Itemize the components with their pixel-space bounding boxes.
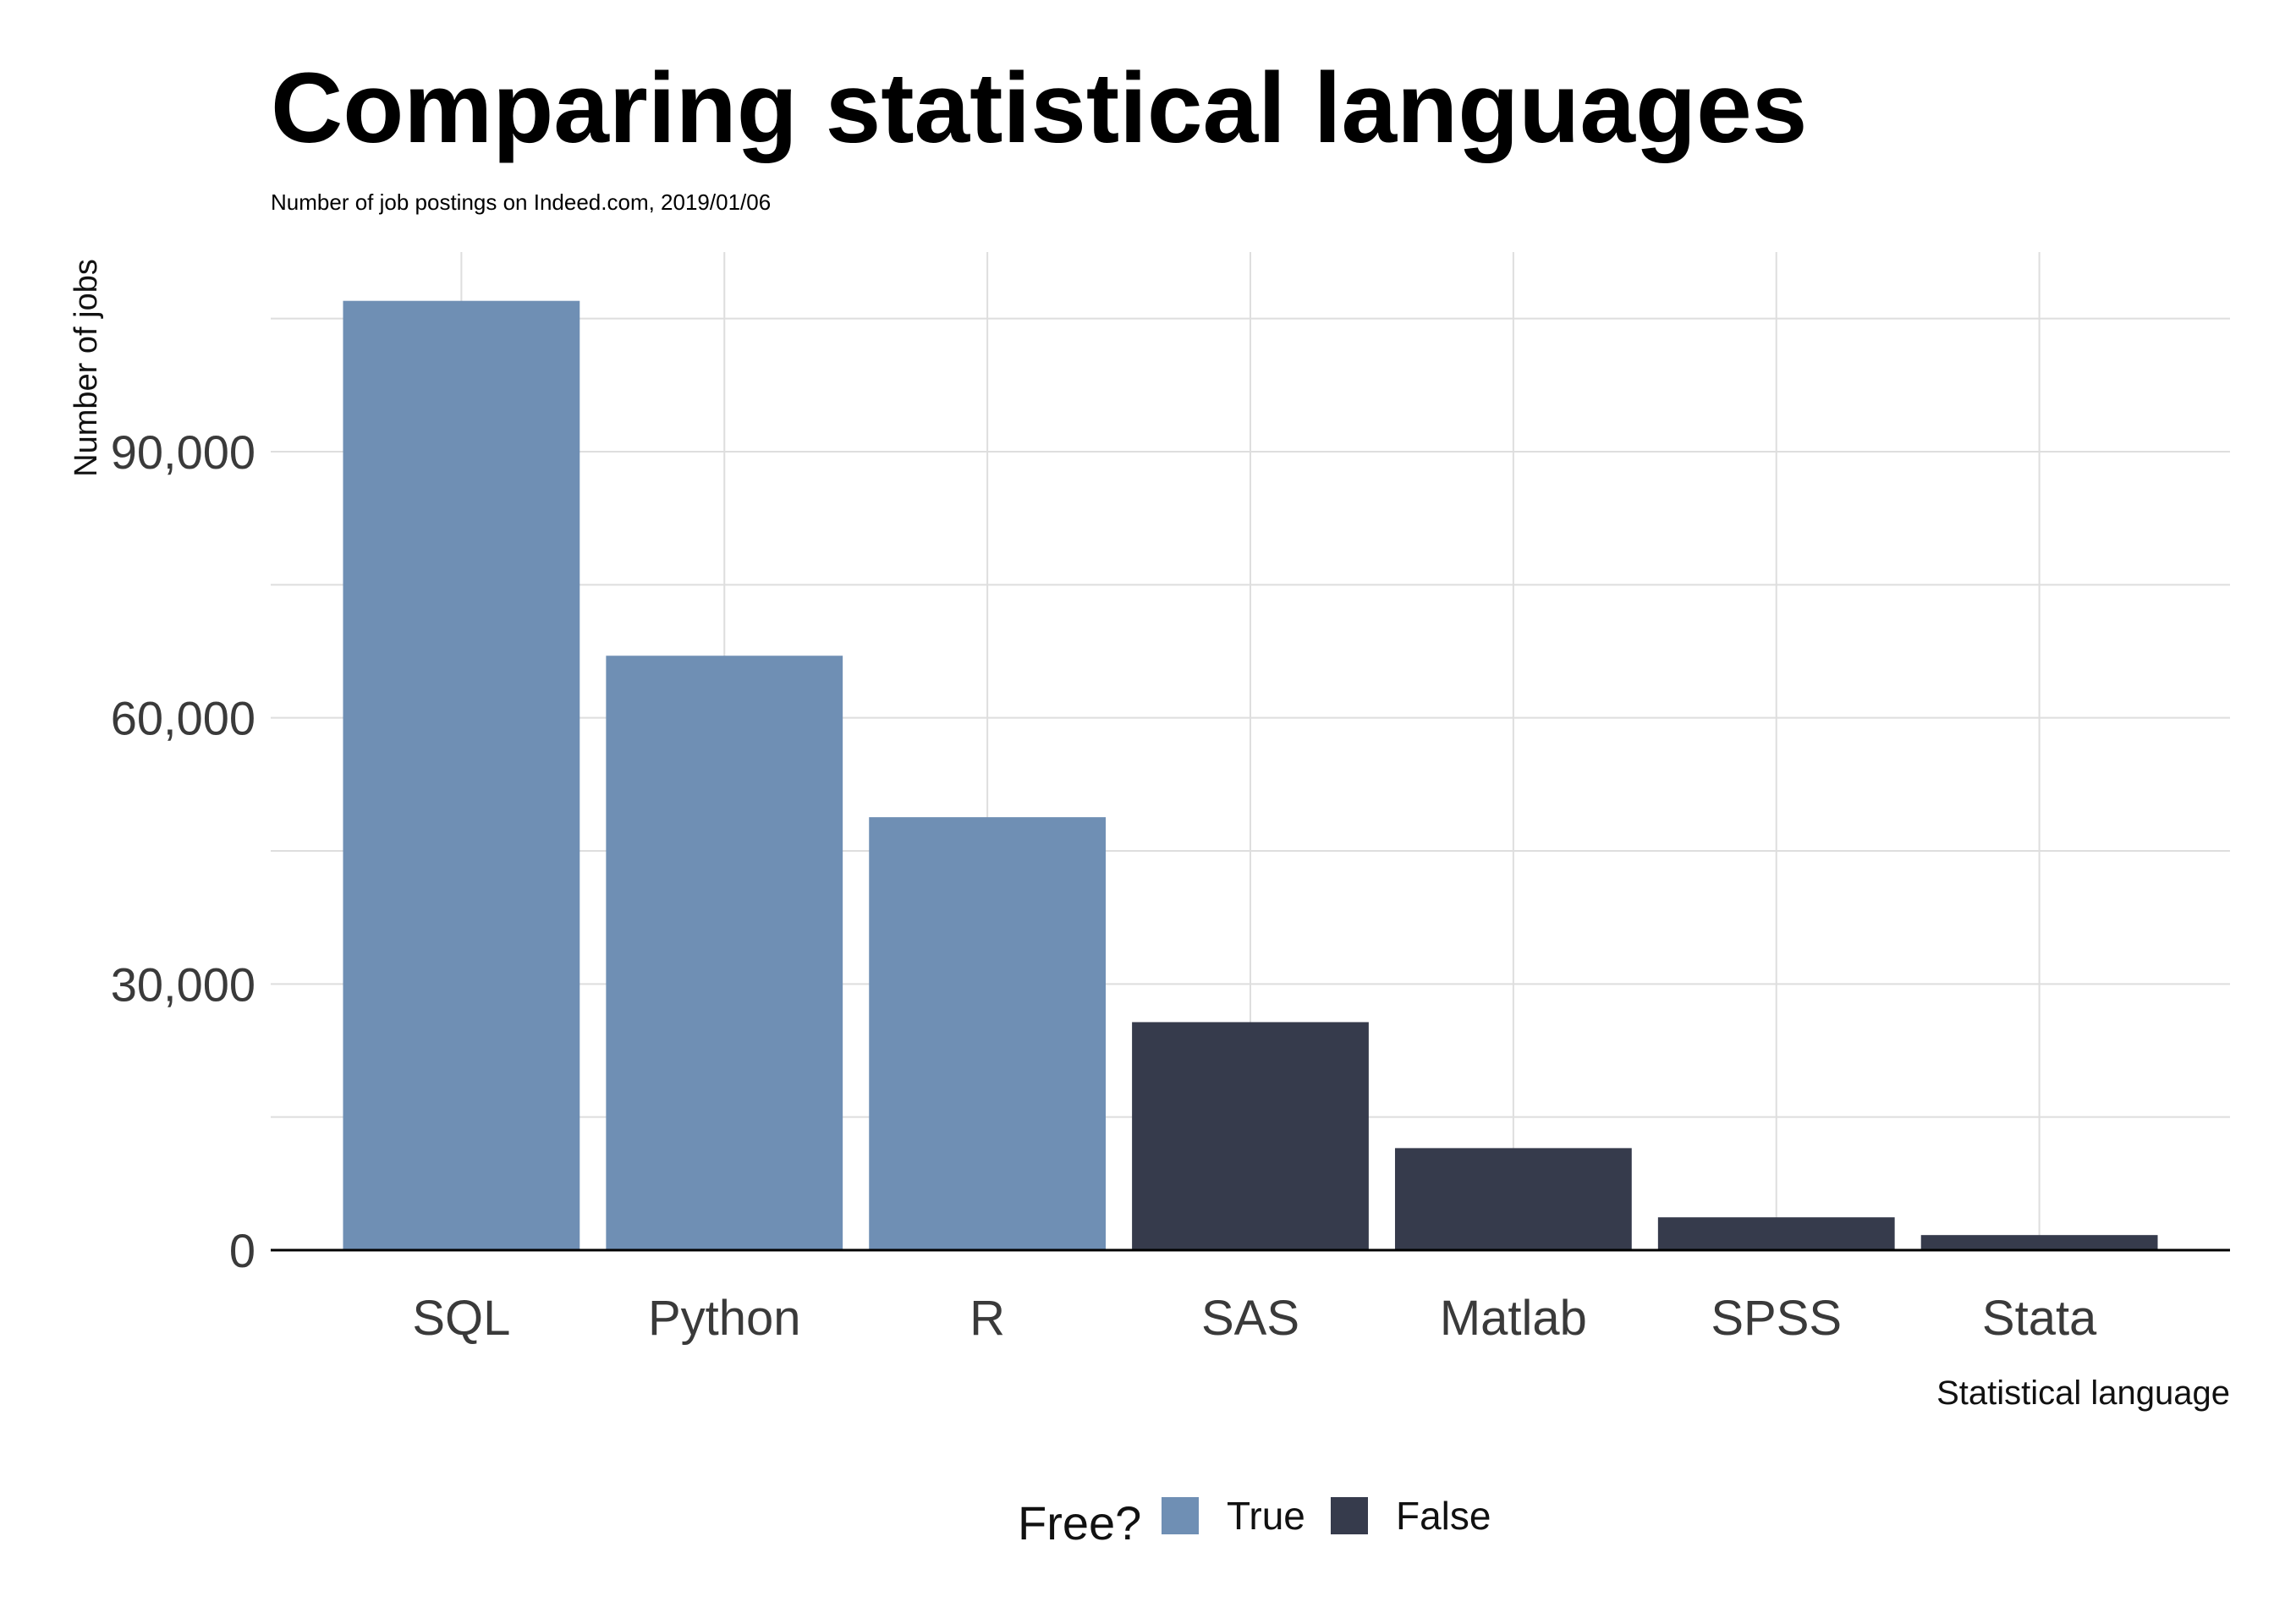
legend-swatch-true [1162,1497,1199,1534]
legend-label-false: False [1396,1494,1491,1538]
legend-label-true: True [1227,1494,1305,1538]
x-tick-label: Python [648,1291,801,1346]
x-tick-label: R [969,1291,1005,1346]
x-tick-label: SQL [412,1291,510,1346]
y-tick-label: 30,000 [111,957,255,1011]
legend: Free? True False [1018,1494,1491,1550]
bar-stata [1920,1235,2158,1250]
x-tick-label: SAS [1201,1291,1299,1346]
y-tick-label: 90,000 [111,425,255,479]
bar-r [869,817,1107,1250]
x-tick-label: Matlab [1440,1291,1587,1346]
x-tick-labels: SQL Python R SAS Matlab SPSS Stata [412,1291,2097,1346]
bar-sql [343,300,580,1250]
y-axis-title: Number of jobs [69,259,104,477]
bar-spss [1657,1217,1895,1250]
x-tick-label: Stata [1982,1291,2097,1346]
y-tick-label: 0 [229,1224,255,1277]
bar-python [606,656,843,1250]
y-tick-labels: 0 30,000 60,000 90,000 [111,425,255,1277]
x-axis-title: Statistical language [1936,1374,2230,1412]
y-tick-label: 60,000 [111,692,255,745]
chart-title: Comparing statistical languages [271,52,1807,164]
x-tick-label: SPSS [1711,1291,1842,1346]
bars [343,300,2158,1250]
gridlines [271,252,2230,1250]
legend-swatch-false [1331,1497,1368,1534]
bar-sas [1132,1022,1369,1250]
chart-subtitle: Number of job postings on Indeed.com, 20… [271,189,771,215]
legend-title: Free? [1018,1496,1141,1550]
bar-matlab [1394,1148,1632,1250]
